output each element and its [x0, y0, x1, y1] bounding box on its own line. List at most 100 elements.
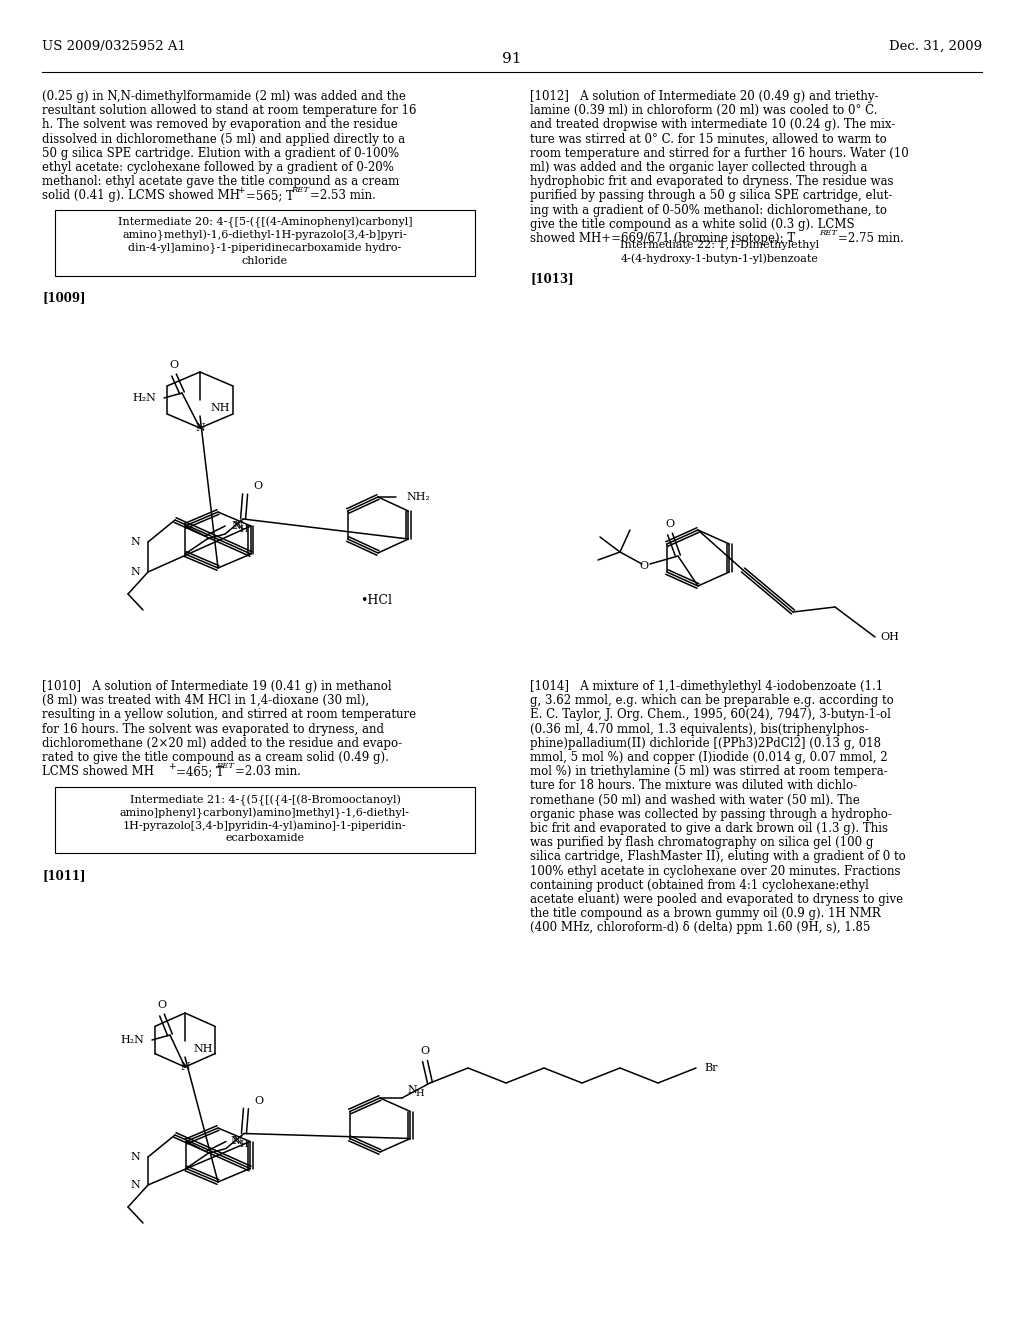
Text: N: N	[407, 1085, 417, 1096]
Text: RET: RET	[291, 186, 309, 194]
Text: hydrophobic frit and evaporated to dryness. The residue was: hydrophobic frit and evaporated to dryne…	[530, 176, 894, 189]
Text: N: N	[233, 521, 243, 531]
Text: ecarboxamide: ecarboxamide	[225, 833, 304, 843]
Text: =565; T: =565; T	[246, 189, 294, 202]
Text: [1009]: [1009]	[42, 292, 85, 305]
Text: purified by passing through a 50 g silica SPE cartridge, elut-: purified by passing through a 50 g silic…	[530, 189, 892, 202]
Text: h. The solvent was removed by evaporation and the residue: h. The solvent was removed by evaporatio…	[42, 119, 397, 132]
Text: N: N	[232, 1137, 242, 1147]
Text: O: O	[254, 1096, 263, 1106]
Text: O: O	[666, 519, 675, 529]
Text: O: O	[639, 561, 648, 572]
Text: methanol: ethyl acetate gave the title compound as a cream: methanol: ethyl acetate gave the title c…	[42, 176, 399, 189]
Bar	[55, 788, 475, 854]
Text: ml) was added and the organic layer collected through a: ml) was added and the organic layer coll…	[530, 161, 867, 174]
Text: =2.75 min.: =2.75 min.	[838, 232, 904, 246]
Text: OH: OH	[880, 632, 899, 642]
Text: =465; T: =465; T	[176, 766, 224, 779]
Text: RET: RET	[819, 228, 837, 238]
Text: =2.53 min.: =2.53 min.	[310, 189, 376, 202]
Text: N: N	[130, 537, 140, 546]
Text: N: N	[231, 521, 241, 531]
Text: showed MH+=669/671 (bromine isotope); T: showed MH+=669/671 (bromine isotope); T	[530, 232, 796, 246]
Text: ture for 18 hours. The mixture was diluted with dichlo-: ture for 18 hours. The mixture was dilut…	[530, 779, 857, 792]
Text: ture was stirred at 0° C. for 15 minutes, allowed to warm to: ture was stirred at 0° C. for 15 minutes…	[530, 132, 887, 145]
Text: mol %) in triethylamine (5 ml) was stirred at room tempera-: mol %) in triethylamine (5 ml) was stirr…	[530, 766, 888, 779]
Text: 4-(4-hydroxy-1-butyn-1-yl)benzoate: 4-(4-hydroxy-1-butyn-1-yl)benzoate	[622, 253, 819, 264]
Text: [1014]   A mixture of 1,1-dimethylethyl 4-iodobenzoate (1.1: [1014] A mixture of 1,1-dimethylethyl 4-…	[530, 680, 883, 693]
Text: H: H	[415, 1089, 424, 1098]
Text: romethane (50 ml) and washed with water (50 ml). The: romethane (50 ml) and washed with water …	[530, 793, 860, 807]
Text: g, 3.62 mmol, e.g. which can be preparable e.g. according to: g, 3.62 mmol, e.g. which can be preparab…	[530, 694, 894, 708]
Text: H: H	[239, 525, 248, 535]
Text: [1012]   A solution of Intermediate 20 (0.49 g) and triethy-: [1012] A solution of Intermediate 20 (0.…	[530, 90, 879, 103]
Text: O: O	[169, 360, 178, 370]
Text: LCMS showed MH: LCMS showed MH	[42, 766, 154, 779]
Text: containing product (obtained from 4:1 cyclohexane:ethyl: containing product (obtained from 4:1 cy…	[530, 879, 869, 892]
Text: silica cartridge, FlashMaster II), eluting with a gradient of 0 to: silica cartridge, FlashMaster II), eluti…	[530, 850, 906, 863]
Text: [1011]: [1011]	[42, 870, 85, 882]
Text: N: N	[180, 1063, 189, 1072]
Text: bic frit and evaporated to give a dark brown oil (1.3 g). This: bic frit and evaporated to give a dark b…	[530, 822, 888, 836]
Text: O: O	[253, 480, 262, 491]
Text: NH₂: NH₂	[406, 492, 430, 502]
Text: +: +	[168, 762, 175, 771]
Text: N: N	[231, 1135, 241, 1146]
Text: Dec. 31, 2009: Dec. 31, 2009	[889, 40, 982, 53]
Text: chloride: chloride	[242, 256, 288, 265]
Text: amino]phenyl}carbonyl)amino]methyl}-1,6-diethyl-: amino]phenyl}carbonyl)amino]methyl}-1,6-…	[120, 808, 410, 818]
Text: lamine (0.39 ml) in chloroform (20 ml) was cooled to 0° C.: lamine (0.39 ml) in chloroform (20 ml) w…	[530, 104, 878, 117]
Text: resultant solution allowed to stand at room temperature for 16: resultant solution allowed to stand at r…	[42, 104, 417, 117]
Text: resulting in a yellow solution, and stirred at room temperature: resulting in a yellow solution, and stir…	[42, 709, 416, 722]
Text: +: +	[237, 186, 245, 195]
Text: Intermediate 22: 1,1-Dimethylethyl: Intermediate 22: 1,1-Dimethylethyl	[621, 240, 819, 249]
Text: 91: 91	[502, 51, 522, 66]
Text: was purified by flash chromatography on silica gel (100 g: was purified by flash chromatography on …	[530, 836, 873, 849]
Text: NH: NH	[210, 403, 229, 413]
Text: H₂N: H₂N	[132, 393, 156, 403]
Text: N: N	[130, 568, 140, 577]
Text: O: O	[421, 1045, 429, 1056]
Text: US 2009/0325952 A1: US 2009/0325952 A1	[42, 40, 186, 53]
Text: solid (0.41 g). LCMS showed MH: solid (0.41 g). LCMS showed MH	[42, 189, 240, 202]
Text: H: H	[239, 1140, 248, 1148]
Text: 50 g silica SPE cartridge. Elution with a gradient of 0-100%: 50 g silica SPE cartridge. Elution with …	[42, 147, 399, 160]
Text: mmol, 5 mol %) and copper (I)iodide (0.014 g, 0.07 mmol, 2: mmol, 5 mol %) and copper (I)iodide (0.0…	[530, 751, 888, 764]
Text: N: N	[130, 1152, 140, 1162]
Text: E. C. Taylor, J. Org. Chem., 1995, 60(24), 7947), 3-butyn-1-ol: E. C. Taylor, J. Org. Chem., 1995, 60(24…	[530, 709, 891, 722]
Text: dissolved in dichloromethane (5 ml) and applied directly to a: dissolved in dichloromethane (5 ml) and …	[42, 132, 406, 145]
Text: the title compound as a brown gummy oil (0.9 g). 1H NMR: the title compound as a brown gummy oil …	[530, 907, 881, 920]
Text: •HCl: •HCl	[360, 594, 392, 606]
Text: NH: NH	[193, 1044, 213, 1053]
Text: acetate eluant) were pooled and evaporated to dryness to give: acetate eluant) were pooled and evaporat…	[530, 894, 903, 906]
Text: N: N	[196, 422, 205, 433]
Text: Intermediate 20: 4-{[5-({[(4-Aminophenyl)carbonyl]: Intermediate 20: 4-{[5-({[(4-Aminophenyl…	[118, 216, 413, 228]
Text: 1H-pyrazolo[3,4-b]pyridin-4-yl)amino]-1-piperidin-: 1H-pyrazolo[3,4-b]pyridin-4-yl)amino]-1-…	[123, 821, 407, 832]
Text: H₂N: H₂N	[120, 1035, 144, 1045]
Text: phine)palladium(II) dichloride [(PPh3)2PdCl2] (0.13 g, 018: phine)palladium(II) dichloride [(PPh3)2P…	[530, 737, 881, 750]
Text: amino}methyl)-1,6-diethyl-1H-pyrazolo[3,4-b]pyri-: amino}methyl)-1,6-diethyl-1H-pyrazolo[3,…	[123, 230, 408, 242]
Text: (0.36 ml, 4.70 mmol, 1.3 equivalents), bis(triphenylphos-: (0.36 ml, 4.70 mmol, 1.3 equivalents), b…	[530, 722, 868, 735]
Text: give the title compound as a white solid (0.3 g). LCMS: give the title compound as a white solid…	[530, 218, 855, 231]
Text: ethyl acetate: cyclohexane followed by a gradient of 0-20%: ethyl acetate: cyclohexane followed by a…	[42, 161, 394, 174]
Text: ing with a gradient of 0-50% methanol: dichloromethane, to: ing with a gradient of 0-50% methanol: d…	[530, 203, 887, 216]
Text: organic phase was collected by passing through a hydropho-: organic phase was collected by passing t…	[530, 808, 892, 821]
Text: (8 ml) was treated with 4M HCl in 1,4-dioxane (30 ml),: (8 ml) was treated with 4M HCl in 1,4-di…	[42, 694, 369, 708]
Text: [1010]   A solution of Intermediate 19 (0.41 g) in methanol: [1010] A solution of Intermediate 19 (0.…	[42, 680, 391, 693]
Bar	[55, 210, 475, 276]
Text: dichloromethane (2×20 ml) added to the residue and evapo-: dichloromethane (2×20 ml) added to the r…	[42, 737, 402, 750]
Text: [1013]: [1013]	[530, 272, 573, 285]
Text: din-4-yl]amino}-1-piperidinecarboxamide hydro-: din-4-yl]amino}-1-piperidinecarboxamide …	[128, 243, 401, 253]
Text: (400 MHz, chloroform-d) δ (delta) ppm 1.60 (9H, s), 1.85: (400 MHz, chloroform-d) δ (delta) ppm 1.…	[530, 921, 870, 935]
Text: (0.25 g) in N,N-dimethylformamide (2 ml) was added and the: (0.25 g) in N,N-dimethylformamide (2 ml)…	[42, 90, 406, 103]
Text: and treated dropwise with intermediate 10 (0.24 g). The mix-: and treated dropwise with intermediate 1…	[530, 119, 895, 132]
Text: room temperature and stirred for a further 16 hours. Water (10: room temperature and stirred for a furth…	[530, 147, 908, 160]
Text: rated to give the title compound as a cream solid (0.49 g).: rated to give the title compound as a cr…	[42, 751, 389, 764]
Text: Intermediate 21: 4-{(5{[({4-[(8-Bromooctanoyl): Intermediate 21: 4-{(5{[({4-[(8-Bromooct…	[130, 795, 400, 805]
Text: Br: Br	[705, 1063, 718, 1073]
Text: O: O	[158, 1001, 167, 1010]
Text: for 16 hours. The solvent was evaporated to dryness, and: for 16 hours. The solvent was evaporated…	[42, 722, 384, 735]
Text: N: N	[130, 1180, 140, 1191]
Text: RET: RET	[216, 762, 234, 770]
Text: =2.03 min.: =2.03 min.	[234, 766, 301, 779]
